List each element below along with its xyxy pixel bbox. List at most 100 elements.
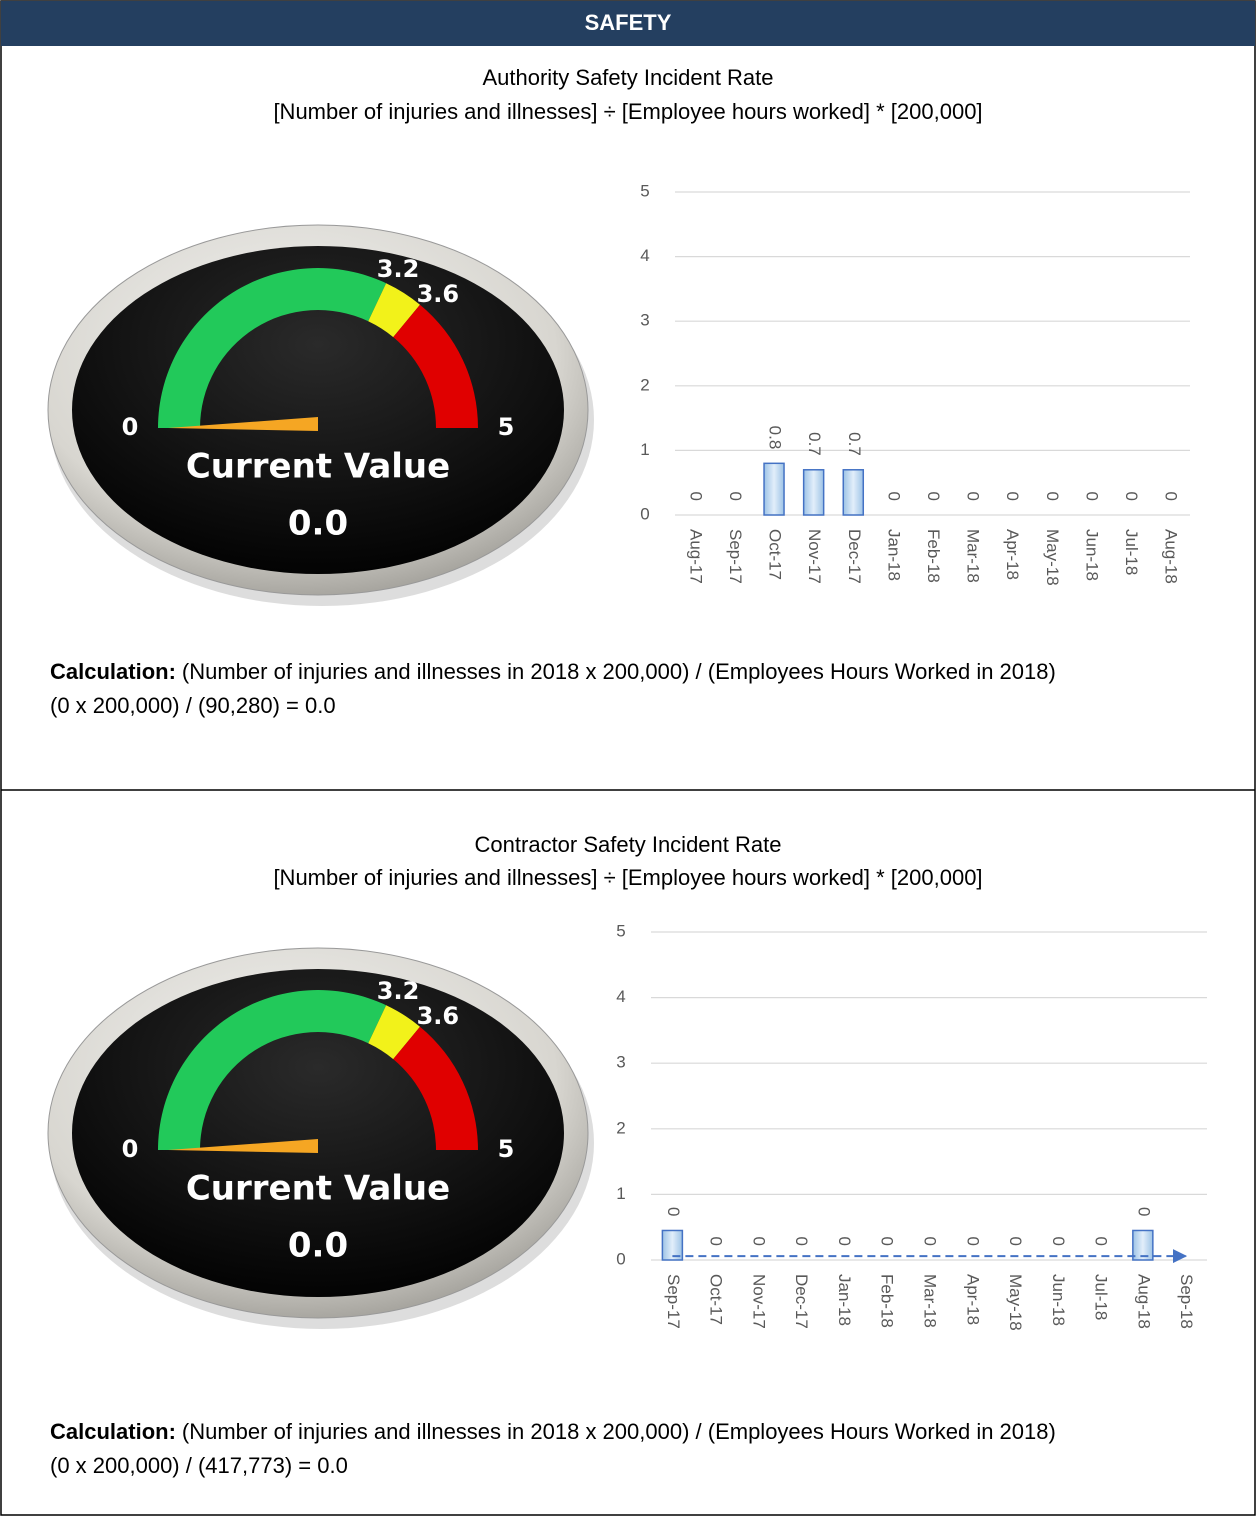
calculation-label: Calculation: <box>50 659 176 684</box>
value-label: 0 <box>1049 1237 1068 1246</box>
value-label: 0 <box>792 1237 811 1246</box>
calculation-result: (0 x 200,000) / (417,773) = 0.0 <box>50 1453 348 1478</box>
x-tick-label: May-18 <box>1043 529 1062 586</box>
x-tick-label: Jul-18 <box>1092 1274 1111 1320</box>
value-label: 0 <box>835 1237 854 1246</box>
value-label: 0.7 <box>845 432 864 456</box>
x-tick-label: Mar-18 <box>964 529 983 583</box>
x-tick-label: Sep-17 <box>664 1274 683 1329</box>
gauge-needle <box>168 1139 318 1153</box>
x-tick-label: Jan-18 <box>835 1274 854 1326</box>
section-title: Authority Safety Incident Rate <box>482 65 773 90</box>
x-tick-label: Sep-18 <box>1177 1274 1196 1329</box>
x-tick-label: Dec-17 <box>845 529 864 584</box>
gauge-tick-label: 0 <box>122 1135 139 1163</box>
gauge-band <box>158 267 387 428</box>
x-tick-label: Dec-17 <box>792 1274 811 1329</box>
value-label: 0 <box>726 492 745 501</box>
x-tick-label: Apr-18 <box>963 1274 982 1325</box>
section-formula: [Number of injuries and illnesses] ÷ [Em… <box>273 99 982 124</box>
value-label: 0 <box>1092 1237 1111 1246</box>
gauge-needle <box>168 417 318 431</box>
x-tick-label: Jan-18 <box>884 529 903 581</box>
section-formula: [Number of injuries and illnesses] ÷ [Em… <box>273 865 982 890</box>
x-tick-label: May-18 <box>1006 1274 1025 1331</box>
gauge-tick-label: 3.2 <box>377 255 420 283</box>
value-label: 0 <box>924 492 943 501</box>
value-label: 0 <box>884 492 903 501</box>
gauge-tick-label: 3.2 <box>377 977 420 1005</box>
calculation-text: (Number of injuries and illnesses in 201… <box>182 1419 1056 1444</box>
x-tick-label: Aug-17 <box>686 529 705 584</box>
gauge-caption: Current Value <box>186 1169 450 1209</box>
value-label: 0 <box>1043 492 1062 501</box>
gauge-tick-label: 3.6 <box>417 280 460 308</box>
gauge-value: 0.0 <box>288 1226 348 1266</box>
value-label: 0 <box>686 492 705 501</box>
y-tick-label: 2 <box>640 375 649 394</box>
calculation-result: (0 x 200,000) / (90,280) = 0.0 <box>50 693 336 718</box>
value-label: 0 <box>1134 1207 1153 1216</box>
section-title: Contractor Safety Incident Rate <box>475 832 782 857</box>
y-tick-label: 0 <box>640 504 649 523</box>
x-tick-label: Jun-18 <box>1049 1274 1068 1326</box>
value-label: 0 <box>1006 1237 1025 1246</box>
value-label: 0 <box>921 1237 940 1246</box>
x-tick-label: Jun-18 <box>1082 529 1101 581</box>
gauge-band <box>158 989 387 1150</box>
value-label: 0 <box>1003 492 1022 501</box>
y-tick-label: 1 <box>640 440 649 459</box>
y-tick-label: 3 <box>640 311 649 330</box>
value-label: 0 <box>707 1237 726 1246</box>
y-tick-label: 3 <box>616 1053 625 1072</box>
gauge-caption: Current Value <box>186 447 450 487</box>
value-label: 0.8 <box>766 426 785 450</box>
bar <box>802 469 825 516</box>
gauge-tick-label: 5 <box>498 1135 515 1163</box>
gauge-band <box>368 283 420 338</box>
gauge-band <box>393 1026 478 1150</box>
x-tick-label: Aug-18 <box>1134 1274 1153 1329</box>
y-tick-label: 2 <box>616 1118 625 1137</box>
y-tick-label: 0 <box>616 1249 625 1268</box>
value-label: 0 <box>1082 492 1101 501</box>
value-label: 0 <box>878 1237 897 1246</box>
x-tick-label: Feb-18 <box>924 529 943 583</box>
value-label: 0 <box>963 1237 982 1246</box>
value-label: 0 <box>1162 492 1181 501</box>
y-tick-label: 4 <box>616 987 625 1006</box>
x-tick-label: Sep-17 <box>726 529 745 584</box>
x-tick-label: Mar-18 <box>921 1274 940 1328</box>
value-label: 0.7 <box>805 432 824 456</box>
calculation: Calculation: (Number of injuries and illn… <box>50 659 1056 684</box>
value-label: 0 <box>749 1237 768 1246</box>
x-tick-label: Oct-17 <box>707 1274 726 1325</box>
calculation: Calculation: (Number of injuries and illn… <box>50 1419 1056 1444</box>
bar <box>1132 1229 1154 1261</box>
y-tick-label: 1 <box>616 1184 625 1203</box>
value-label: 0 <box>1122 492 1141 501</box>
bar <box>842 469 865 516</box>
x-tick-label: Nov-17 <box>749 1274 768 1329</box>
value-label: 0 <box>664 1207 683 1216</box>
header-bar <box>1 1 1255 46</box>
gauge-tick-label: 3.6 <box>417 1002 460 1030</box>
x-tick-label: Feb-18 <box>878 1274 897 1328</box>
header-title: SAFETY <box>585 10 672 35</box>
gauge-band <box>368 1005 420 1060</box>
gauge-tick-label: 0 <box>122 413 139 441</box>
value-label: 0 <box>964 492 983 501</box>
gauge-tick-label: 5 <box>498 413 515 441</box>
bar <box>763 462 785 516</box>
gauge-value: 0.0 <box>288 504 348 544</box>
x-tick-label: Oct-17 <box>766 529 785 580</box>
gauge-band <box>393 304 478 428</box>
calculation-text: (Number of injuries and illnesses in 201… <box>182 659 1056 684</box>
calculation-label: Calculation: <box>50 1419 176 1444</box>
y-tick-label: 4 <box>640 246 649 265</box>
bar <box>661 1229 684 1261</box>
y-tick-label: 5 <box>616 921 625 940</box>
x-tick-label: Jul-18 <box>1122 529 1141 575</box>
x-tick-label: Aug-18 <box>1162 529 1181 584</box>
